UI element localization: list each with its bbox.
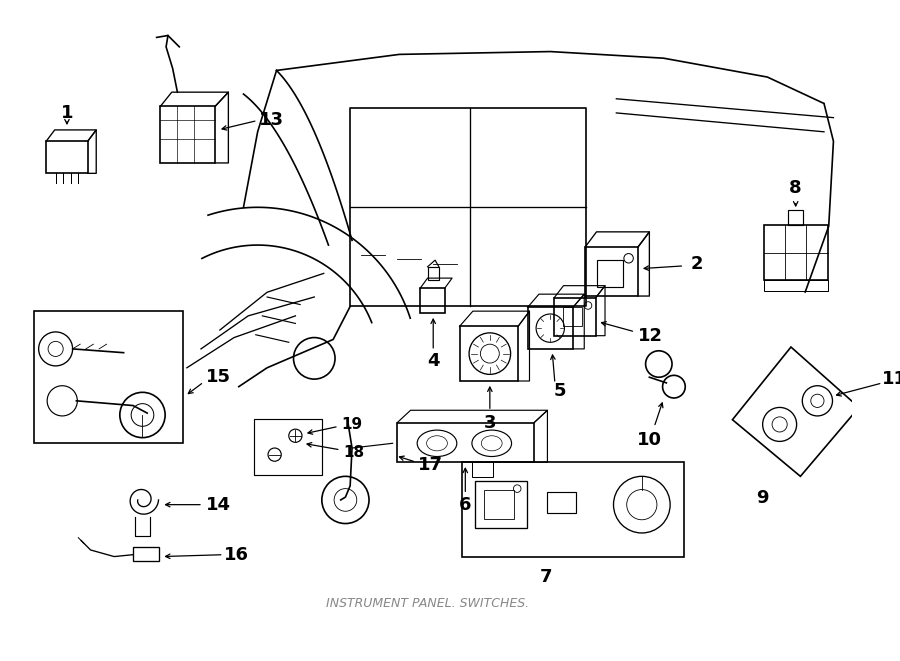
Text: 8: 8 — [789, 179, 802, 198]
Bar — [254, 419, 322, 475]
Text: 16: 16 — [224, 546, 249, 564]
Bar — [428, 267, 439, 280]
Bar — [472, 462, 492, 477]
Text: 18: 18 — [344, 446, 364, 460]
Bar — [350, 108, 586, 307]
Bar — [160, 106, 215, 163]
Bar — [420, 288, 445, 313]
Text: 6: 6 — [459, 496, 472, 514]
Bar — [460, 327, 518, 381]
Bar — [788, 210, 803, 225]
Bar — [133, 547, 159, 561]
Bar — [547, 492, 576, 513]
Text: 14: 14 — [205, 496, 230, 514]
Text: 1: 1 — [60, 104, 73, 122]
Bar — [597, 260, 623, 287]
Text: 13: 13 — [259, 112, 284, 130]
Text: 11: 11 — [882, 370, 900, 388]
Bar — [474, 481, 526, 528]
Bar — [46, 141, 87, 173]
Text: INSTRUMENT PANEL. SWITCHES.: INSTRUMENT PANEL. SWITCHES. — [326, 598, 529, 610]
Bar — [527, 307, 573, 349]
Bar — [763, 280, 828, 292]
Bar — [763, 225, 828, 280]
Text: 7: 7 — [539, 568, 552, 586]
Text: 10: 10 — [637, 430, 662, 449]
Text: 4: 4 — [427, 352, 439, 370]
Text: 9: 9 — [756, 489, 769, 507]
Text: 12: 12 — [638, 327, 662, 344]
Text: 15: 15 — [205, 368, 230, 386]
Bar — [34, 311, 183, 444]
Text: 17: 17 — [418, 456, 443, 474]
Bar — [563, 307, 582, 327]
Bar — [554, 298, 596, 336]
Bar — [463, 462, 684, 557]
Bar — [484, 490, 515, 519]
Text: 19: 19 — [341, 417, 363, 432]
Bar — [585, 247, 638, 296]
Bar — [397, 422, 535, 462]
Text: 5: 5 — [554, 382, 566, 401]
Text: 2: 2 — [690, 255, 703, 273]
Text: 3: 3 — [483, 414, 496, 432]
